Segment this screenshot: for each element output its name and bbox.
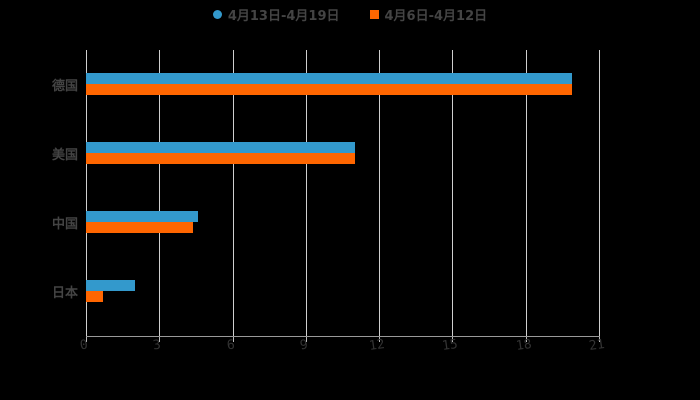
legend-item-series-2[interactable]: 4月6日-4月12日 <box>369 4 488 24</box>
bar-series-2[interactable] <box>86 291 104 302</box>
legend-square-icon <box>369 9 379 19</box>
x-tick-label: 0 <box>78 337 89 354</box>
legend-circle-icon <box>212 9 222 19</box>
gridline <box>232 50 234 336</box>
x-tick-label: 3 <box>152 337 163 354</box>
gridline <box>86 50 87 336</box>
bar-series-1[interactable] <box>86 142 355 153</box>
x-tick <box>305 336 307 342</box>
bar-series-2[interactable] <box>86 84 573 95</box>
legend-label: 4月6日-4月12日 <box>384 8 488 24</box>
gridline <box>159 50 161 336</box>
x-tick <box>599 336 600 342</box>
y-category-label: 中国 <box>51 217 78 232</box>
y-category-label: 美国 <box>51 148 78 163</box>
x-tick <box>452 336 454 342</box>
y-category-label: 德国 <box>51 79 78 94</box>
x-tick <box>232 336 234 342</box>
gridline <box>379 50 381 336</box>
gridline <box>452 50 454 336</box>
y-category-label: 日本 <box>51 286 78 301</box>
x-tick-label: 21 <box>588 336 606 355</box>
legend-label: 4月13日-4月19日 <box>227 8 340 24</box>
gridline <box>305 50 307 336</box>
bar-series-1[interactable] <box>86 211 199 222</box>
x-tick <box>379 336 381 342</box>
gridline <box>525 50 527 336</box>
x-tick <box>159 336 161 342</box>
bar-series-2[interactable] <box>86 153 355 164</box>
x-tick-label: 12 <box>368 336 386 355</box>
x-axis <box>86 336 600 337</box>
chart-legend: 4月13日-4月19日 4月6日-4月12日 <box>0 4 700 24</box>
bar-series-1[interactable] <box>86 73 573 84</box>
legend-item-series-1[interactable]: 4月13日-4月19日 <box>212 4 340 24</box>
x-tick-label: 15 <box>441 336 460 355</box>
x-tick-label: 9 <box>298 337 309 354</box>
x-tick-label: 18 <box>514 336 533 355</box>
x-tick-label: 6 <box>225 337 236 354</box>
x-tick <box>525 336 527 342</box>
gridline <box>599 50 600 336</box>
x-tick <box>86 336 87 342</box>
bar-series-1[interactable] <box>86 280 135 291</box>
bar-series-2[interactable] <box>86 222 194 233</box>
